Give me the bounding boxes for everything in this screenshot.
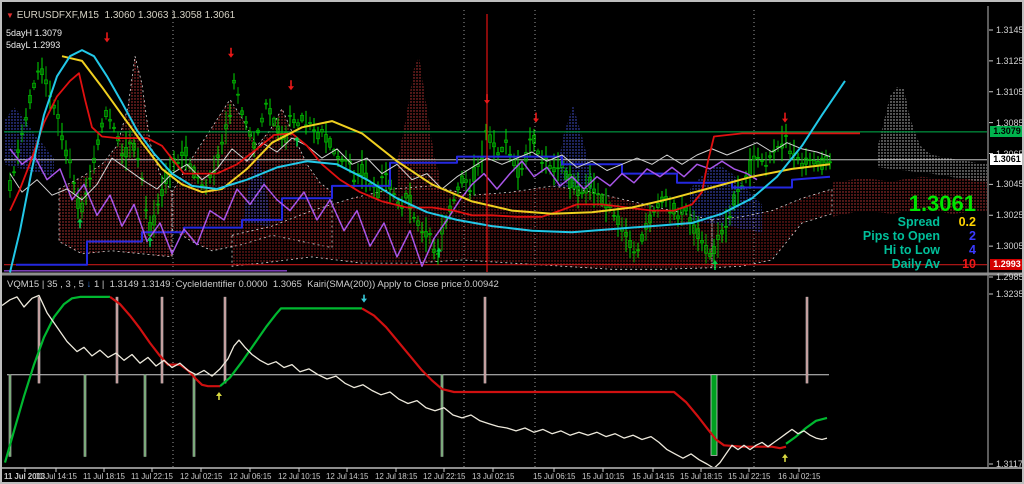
price-tick-label: 1.3105 <box>996 86 1024 97</box>
price-tick-label: 1.3125 <box>996 55 1024 66</box>
time-axis-label[interactable]: 15 Jul 18:15 <box>680 472 723 481</box>
price-badge: 1.3061 <box>990 154 1022 166</box>
time-axis-label[interactable]: 13 Jul 02:15 <box>472 472 515 481</box>
quote-info-rows: Spread 0.2 Pips to Open 2 Hi to Low 4 Daily Av… <box>863 215 976 271</box>
price-tick-label: 1.3065 <box>996 149 1022 159</box>
time-axis-label[interactable]: 12 Jul 10:15 <box>278 472 321 481</box>
price-badge: 1.2993 <box>990 259 1022 271</box>
cycle-spike-bar <box>710 374 718 456</box>
red-ma-line <box>9 72 860 218</box>
five-day-high-label: 5dayH 1.3079 <box>6 28 63 38</box>
dotted-cloud <box>555 105 592 189</box>
current-price: 1.3061 <box>908 191 976 216</box>
info-value: 2 <box>969 229 976 243</box>
dotted-cloud <box>832 176 987 217</box>
price-tick-label: 1.3145 <box>996 25 1024 35</box>
indicator-title: VQM15 | 35 , 3 , 5 ↓ 1 | 1.3149 1.3149 C… <box>7 279 499 290</box>
info-label: Spread <box>897 215 940 229</box>
kairi-line <box>2 294 828 469</box>
chart-dropdown-icon: ▼ <box>6 11 14 20</box>
time-axis-label[interactable]: 11 Jul 22:15 <box>131 472 173 481</box>
price-tick-label: 1.3085 <box>996 117 1024 128</box>
info-row: Daily Av 10 <box>863 257 976 271</box>
indicator-scale-label: 1.3235 <box>996 289 1024 299</box>
time-axis-label[interactable]: 15 Jul 22:15 <box>728 472 771 481</box>
dotted-cloud <box>397 56 440 193</box>
chart-title-bar: ▼ EURUSDFXF,M15 1.3060 1.3063 1.3058 1.3… <box>6 10 235 21</box>
time-axis-label[interactable]: 12 Jul 02:15 <box>180 472 223 481</box>
indicator-scale-label: 1.3117 <box>996 459 1023 469</box>
five-day-low-label: 5dayL 1.2993 <box>6 40 61 50</box>
price-badge: 1.3079 <box>990 126 1022 138</box>
price-tick-label: 1.3025 <box>996 210 1024 221</box>
price-tick-label: 1.2985 <box>996 272 1024 282</box>
violet-line <box>9 148 758 267</box>
info-row: Pips to Open 2 <box>863 229 976 243</box>
info-label: Daily Av <box>891 257 940 271</box>
lower-indicator-series <box>2 278 829 469</box>
indicator-values: 1 | 1.3149 1.3149 CycleIdentifier 0.0000… <box>91 279 499 290</box>
time-axis-label[interactable]: 12 Jul 18:15 <box>375 472 418 481</box>
vq-line <box>109 296 220 388</box>
time-axis-label[interactable]: 15 Jul 10:15 <box>582 472 625 481</box>
info-label: Hi to Low <box>883 243 940 257</box>
quote-info-panel: 1.3061 Spread 0.2 Pips to Open 2 Hi to Low 4 D… <box>863 191 976 272</box>
main-chart-series <box>4 10 987 273</box>
dotted-cloud <box>231 185 713 270</box>
time-axis-label[interactable]: 11 Jul 2013 <box>4 472 46 481</box>
chart-frame <box>2 6 1022 472</box>
time-axis-label[interactable]: 16 Jul 02:15 <box>778 472 821 481</box>
vq-line <box>219 307 362 388</box>
indicator-params: VQM15 | 35 , 3 , 5 <box>7 279 87 290</box>
vq-line <box>361 307 787 450</box>
time-axis-label[interactable]: 12 Jul 14:15 <box>326 472 369 481</box>
info-value: 0.2 <box>958 215 976 229</box>
time-axis-label[interactable]: 15 Jul 14:15 <box>632 472 675 481</box>
info-value: 4 <box>969 243 976 257</box>
symbol-timeframe: EURUSDFXF,M15 <box>16 10 99 21</box>
dotted-cloud <box>58 56 173 258</box>
cyan-ma-line <box>9 49 846 273</box>
vq-line <box>3 295 110 463</box>
vq-line <box>785 416 828 445</box>
info-row: Hi to Low 4 <box>863 243 976 257</box>
price-tick-label: 1.3045 <box>996 179 1024 190</box>
down-arrow-icon: ↓ <box>86 279 92 290</box>
dotted-cloud <box>690 164 762 233</box>
time-axis-label[interactable]: 11 Jul 14:15 <box>35 472 77 481</box>
dotted-cloud <box>878 87 987 183</box>
ohlc-readout: 1.3060 1.3063 1.3058 1.3061 <box>104 10 236 21</box>
time-axis-label[interactable]: 12 Jul 22:15 <box>423 472 466 481</box>
time-axis-label[interactable]: 12 Jul 06:15 <box>229 472 272 481</box>
price-tick-label: 1.3005 <box>996 241 1024 252</box>
time-axis-label[interactable]: 11 Jul 18:15 <box>83 472 125 481</box>
info-label: Pips to Open <box>862 229 940 243</box>
candlesticks <box>8 57 832 265</box>
info-row: Spread 0.2 <box>863 215 976 229</box>
time-axis-label[interactable]: 15 Jul 06:15 <box>533 472 576 481</box>
info-value: 10 <box>962 257 976 271</box>
yellow-ma-line <box>61 55 831 215</box>
dotted-cloud <box>244 158 270 227</box>
